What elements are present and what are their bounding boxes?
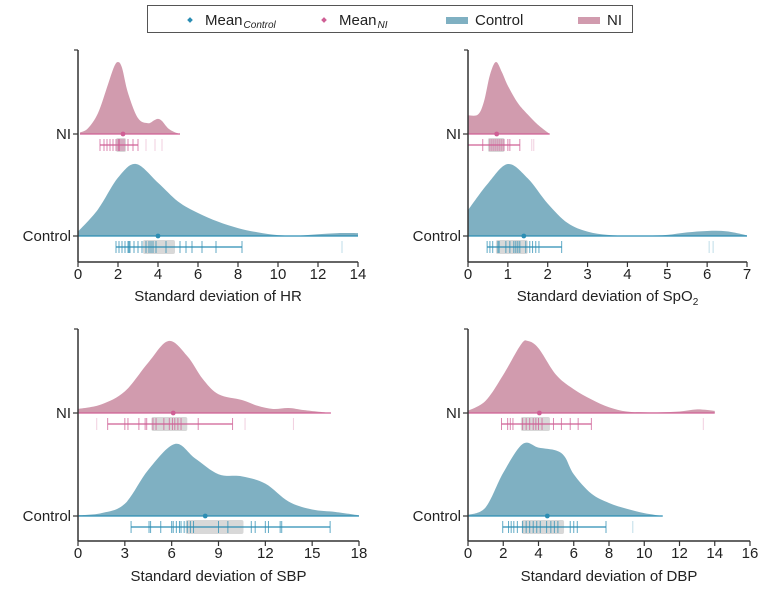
series-control bbox=[468, 442, 663, 534]
group-label-ni: NI bbox=[446, 405, 461, 422]
x-tick-label: 0 bbox=[74, 545, 82, 562]
x-tick-label: 6 bbox=[167, 545, 175, 562]
x-axis-title-text: Standard deviation of SBP bbox=[131, 568, 307, 585]
x-axis-title-text: Standard deviation of SpO bbox=[517, 288, 693, 305]
series-ni bbox=[468, 340, 715, 431]
series-ni bbox=[78, 340, 331, 431]
panel-2: NI Control 0 3 6 9 12 15 18 Standard deviation of… bbox=[23, 328, 368, 585]
group-label-control: Control bbox=[413, 228, 461, 245]
x-tick-label: 15 bbox=[304, 545, 321, 562]
density-control bbox=[468, 442, 663, 516]
x-tick-label: 0 bbox=[74, 266, 82, 283]
group-label-ni: NI bbox=[56, 405, 71, 422]
legend-label: NI bbox=[607, 11, 622, 29]
x-axis-title: Standard deviation of SBP bbox=[131, 568, 307, 585]
mean-point bbox=[544, 513, 550, 519]
x-tick-label: 12 bbox=[310, 266, 327, 283]
x-axis-title: Standard deviation of SpO2 bbox=[517, 288, 699, 308]
x-tick-label: 2 bbox=[114, 266, 122, 283]
x-tick-label: 12 bbox=[257, 545, 274, 562]
x-axis-title: Standard deviation of DBP bbox=[521, 568, 698, 585]
x-tick-label: 6 bbox=[703, 266, 711, 283]
x-tick-label: 6 bbox=[194, 266, 202, 283]
x-tick-label: 10 bbox=[636, 545, 653, 562]
series-ni bbox=[80, 61, 180, 152]
x-tick-label: 3 bbox=[583, 266, 591, 283]
x-tick-label: 2 bbox=[544, 266, 552, 283]
mean-point bbox=[521, 233, 527, 239]
legend-label-subscript: Control bbox=[243, 19, 276, 31]
series-control bbox=[468, 163, 747, 254]
density-control bbox=[468, 163, 747, 236]
mean-point bbox=[155, 233, 161, 239]
mean-point bbox=[536, 410, 542, 416]
density-ni bbox=[468, 61, 550, 134]
legend-label: Mean bbox=[205, 11, 243, 29]
x-tick-label: 0 bbox=[464, 266, 472, 283]
legend-item-mean-ni: Mean NI bbox=[321, 6, 388, 34]
panel-1: NI Control 0 1 2 3 4 5 6 7 Standard deviation of S… bbox=[413, 49, 751, 308]
mean-point bbox=[120, 131, 126, 137]
x-tick-label: 2 bbox=[499, 545, 507, 562]
series-ni bbox=[467, 61, 550, 152]
legend-label-subscript: NI bbox=[377, 19, 388, 31]
x-tick-label: 1 bbox=[504, 266, 512, 283]
x-axis-title: Standard deviation of HR bbox=[134, 288, 302, 305]
x-tick-label: 8 bbox=[234, 266, 242, 283]
group-label-ni: NI bbox=[56, 126, 71, 143]
group-label-control: Control bbox=[23, 508, 71, 525]
x-axis-title-subscript: 2 bbox=[693, 297, 699, 308]
legend-item-control: Control bbox=[446, 6, 523, 34]
series-control bbox=[78, 443, 359, 534]
legend-item-mean-control: Mean Control bbox=[187, 6, 276, 34]
x-axis-title-text: Standard deviation of HR bbox=[134, 288, 302, 305]
x-tick-label: 4 bbox=[534, 545, 542, 562]
x-tick-label: 3 bbox=[121, 545, 129, 562]
mean-point bbox=[202, 513, 208, 519]
x-tick-label: 6 bbox=[570, 545, 578, 562]
x-tick-label: 18 bbox=[351, 545, 368, 562]
mean-point bbox=[494, 131, 500, 137]
group-label-control: Control bbox=[413, 508, 461, 525]
x-tick-label: 10 bbox=[270, 266, 287, 283]
control-swatch-icon bbox=[446, 16, 468, 24]
legend-label: Control bbox=[475, 11, 524, 29]
density-ni bbox=[78, 340, 331, 413]
density-control bbox=[78, 443, 359, 516]
x-tick-label: 5 bbox=[663, 266, 671, 283]
panel-3: NI Control 0 2 4 6 8 10 12 14 16 Standard deviation… bbox=[413, 328, 759, 585]
x-tick-label: 14 bbox=[350, 266, 367, 283]
x-tick-label: 16 bbox=[742, 545, 759, 562]
legend-label: Mean bbox=[339, 11, 377, 29]
x-tick-label: 12 bbox=[671, 545, 688, 562]
x-axis-title-text: Standard deviation of DBP bbox=[521, 568, 698, 585]
x-tick-label: 8 bbox=[605, 545, 613, 562]
x-tick-label: 4 bbox=[623, 266, 631, 283]
density-control bbox=[78, 163, 358, 236]
mean-point bbox=[170, 410, 176, 416]
x-tick-label: 7 bbox=[743, 266, 751, 283]
group-label-control: Control bbox=[23, 228, 71, 245]
ni-swatch-icon bbox=[578, 16, 600, 24]
x-tick-label: 14 bbox=[706, 545, 723, 562]
legend-item-ni: NI bbox=[578, 6, 622, 34]
x-tick-label: 4 bbox=[154, 266, 162, 283]
density-ni bbox=[80, 61, 180, 134]
legend: Mean Control Mean NI Control NI bbox=[147, 5, 633, 33]
series-control bbox=[78, 163, 358, 254]
panel-0: NI Control 0 2 4 6 8 10 12 14 Standard deviation o… bbox=[23, 49, 367, 305]
x-tick-label: 0 bbox=[464, 545, 472, 562]
x-tick-label: 9 bbox=[214, 545, 222, 562]
density-ni bbox=[468, 340, 715, 413]
group-label-ni: NI bbox=[446, 126, 461, 143]
